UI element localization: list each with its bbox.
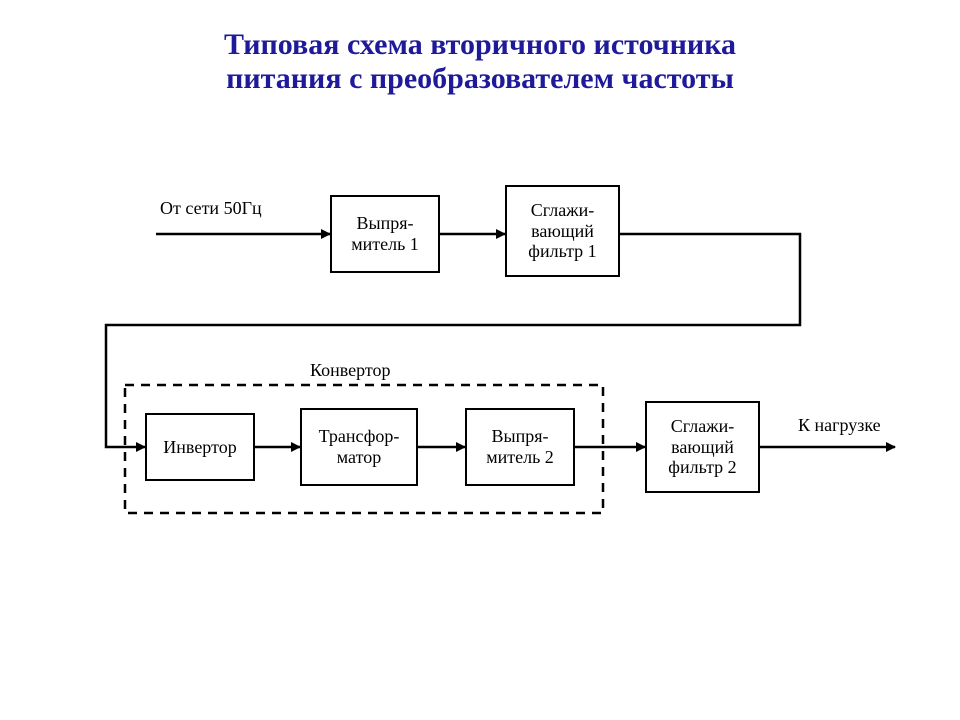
- block-rect2: Выпря- митель 2: [465, 408, 575, 486]
- block-inv: Инвертор: [145, 413, 255, 481]
- diagram-svg: [0, 0, 960, 720]
- block-trans: Трансфор- матор: [300, 408, 418, 486]
- block-filt2: Сглажи- вающий фильтр 2: [645, 401, 760, 493]
- block-filt1: Сглажи- вающий фильтр 1: [505, 185, 620, 277]
- input-label: От сети 50Гц: [160, 198, 262, 219]
- block-rect1: Выпря- митель 1: [330, 195, 440, 273]
- output-label: К нагрузке: [798, 415, 881, 436]
- converter-group-label: Конвертор: [310, 360, 391, 381]
